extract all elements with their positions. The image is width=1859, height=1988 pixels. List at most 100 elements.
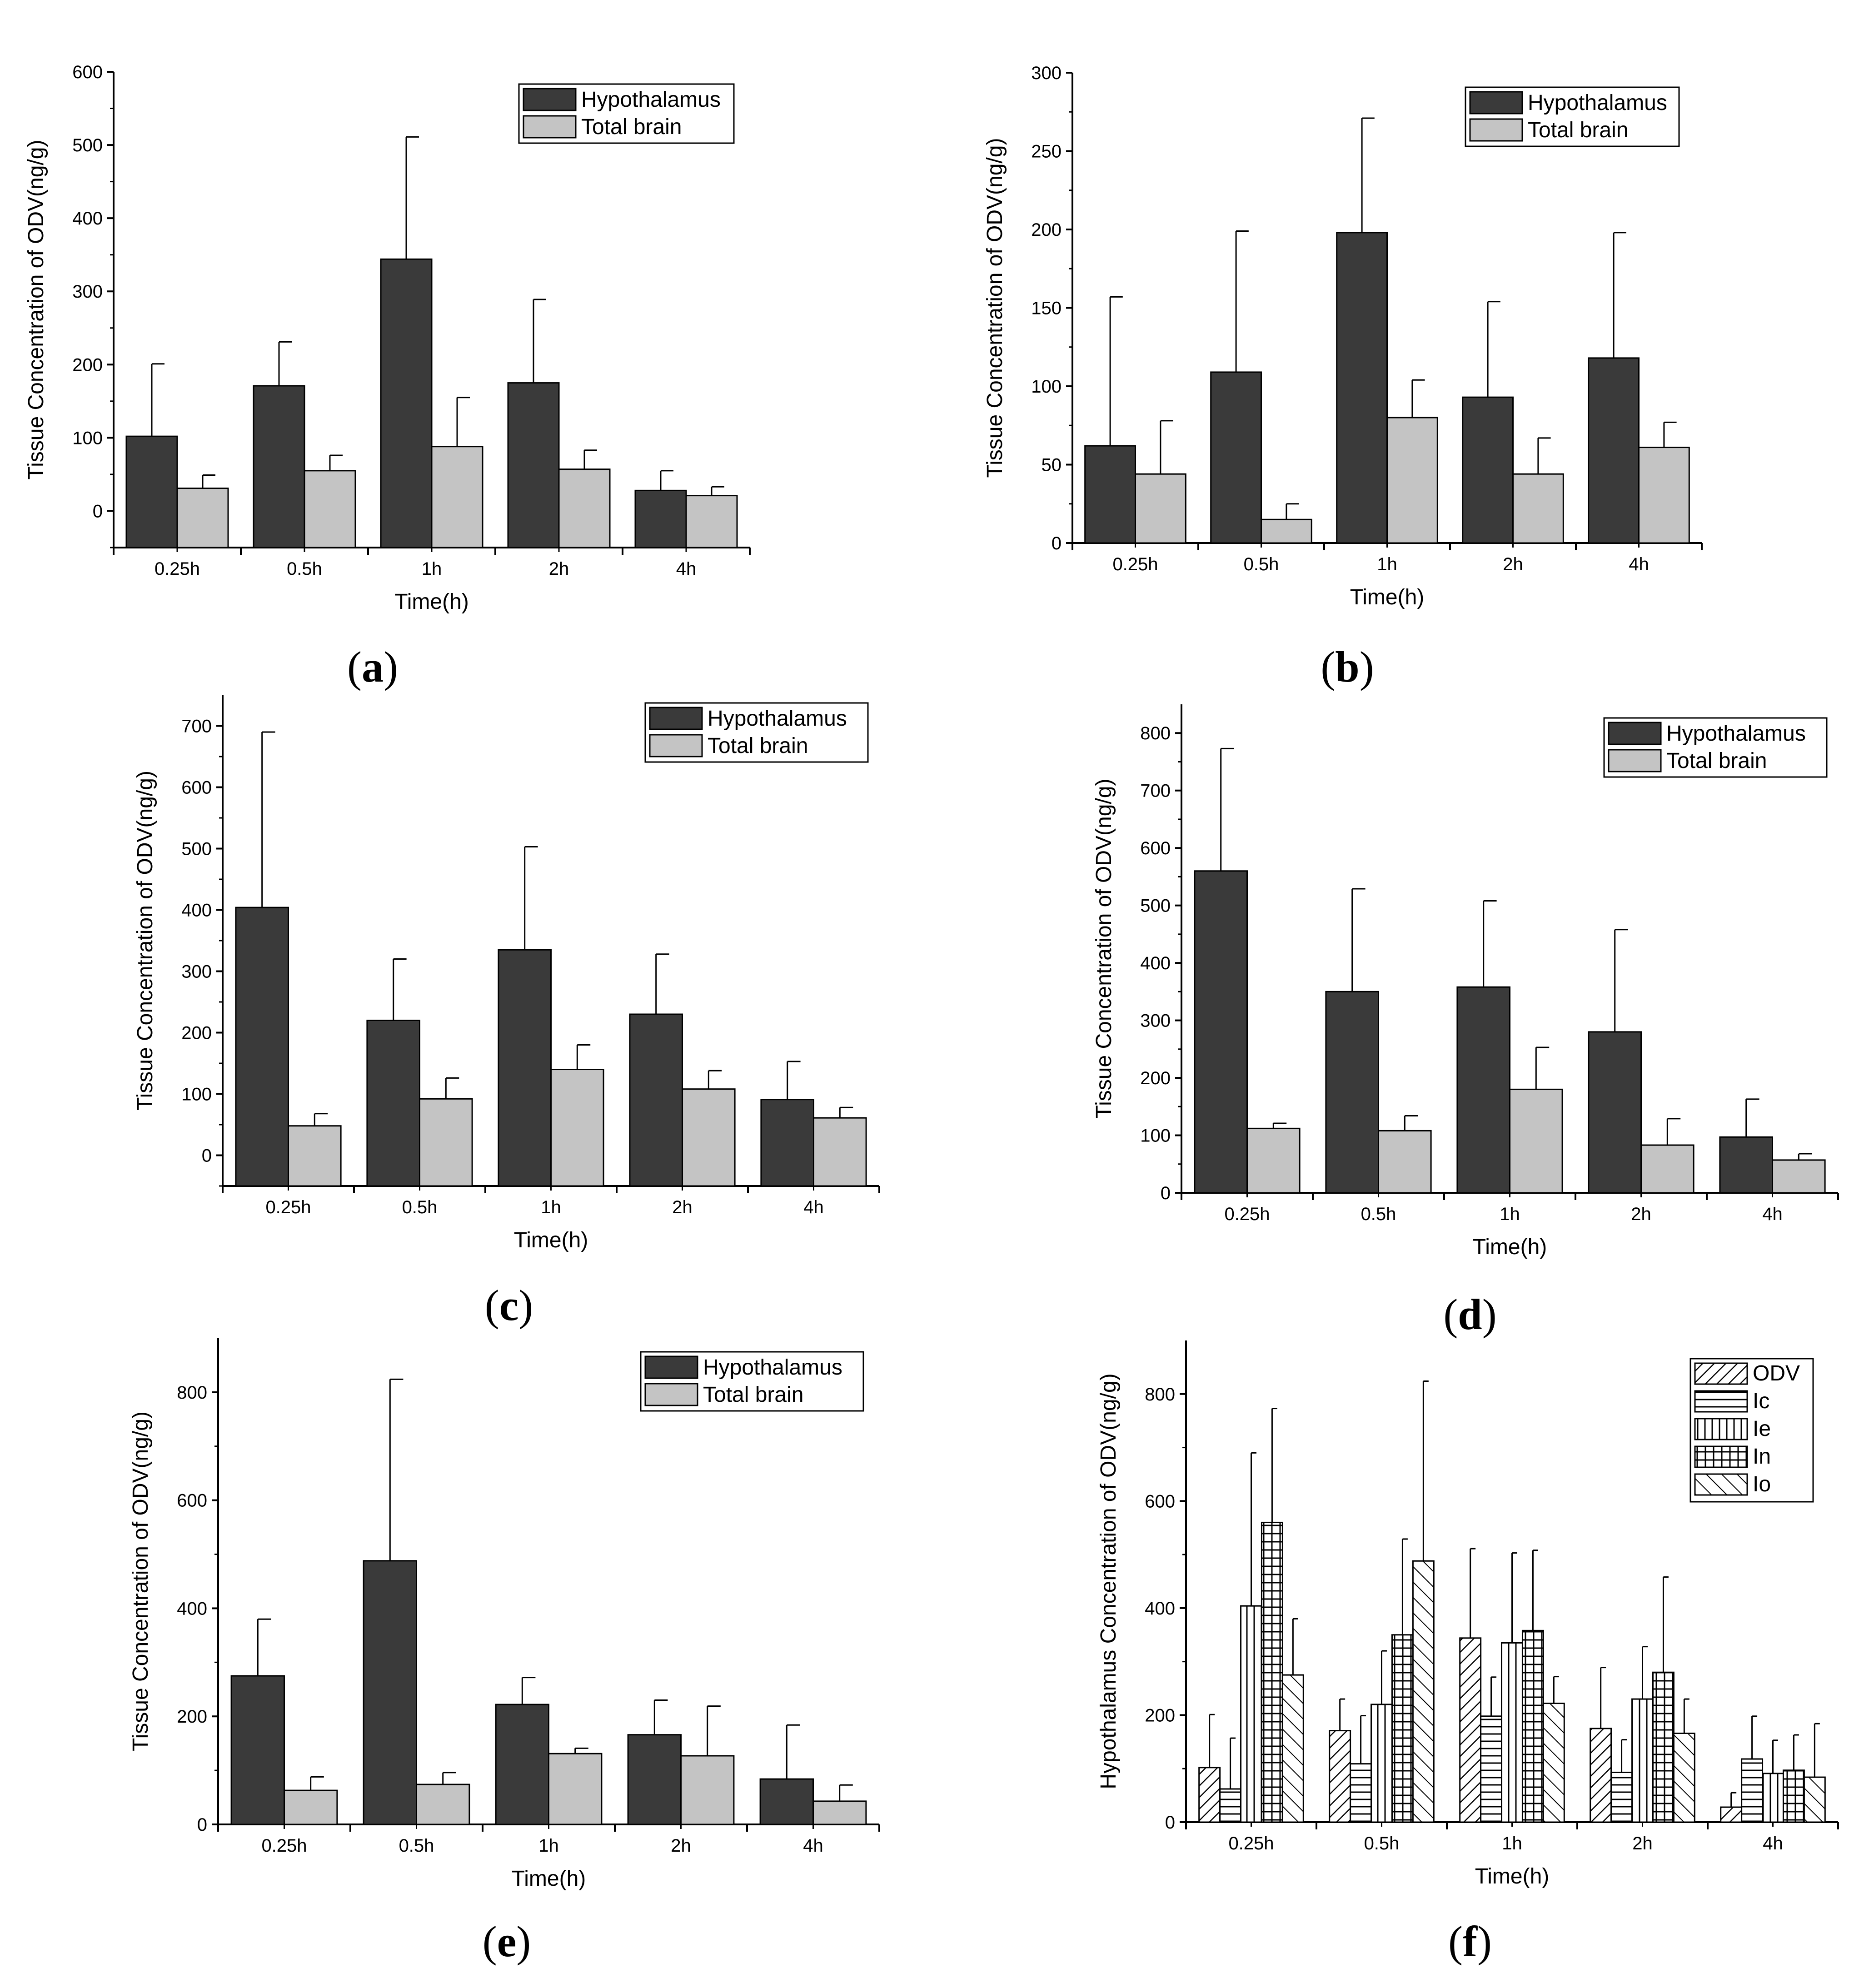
x-axis-title: Time(h): [1350, 585, 1425, 609]
bar-hypothalamus-4h: [634, 489, 687, 548]
y-axis-title: Tissue Concentration of ODV(ng/g): [983, 138, 1007, 478]
bar-ic-0.5h: [1350, 1763, 1372, 1823]
chart-panel-1: 0 100 200 300 400 500 600 0.25h 0.5h 1h 2h 4h Time(h…: [24, 62, 751, 691]
legend-label: Ie: [1753, 1417, 1771, 1441]
x-tick-label: 2h: [549, 559, 569, 579]
x-tick-label: 4h: [803, 1836, 823, 1856]
y-tick-label: 700: [1140, 781, 1171, 801]
y-tick-label: 200: [1031, 220, 1062, 240]
bar-io-1h: [1542, 1703, 1565, 1823]
y-tick-label: 600: [1145, 1491, 1175, 1511]
panel-label: (b): [1321, 643, 1374, 691]
y-tick-label: 0: [202, 1146, 212, 1166]
x-tick-label: 2h: [1632, 1834, 1653, 1853]
legend-label: Total brain: [1528, 118, 1628, 142]
chart-panel-6: 0 200 400 600 800 0.25h 0.5h 1h 2h 4h Time(h) Hypot…: [1096, 1340, 1839, 1966]
panel-label: (a): [347, 643, 398, 691]
bar-total-brain-0.5h: [1261, 518, 1312, 544]
bar-total-brain-0.25h: [284, 1789, 338, 1825]
legend-label: Total brain: [703, 1383, 803, 1407]
y-tick-label: 200: [1140, 1068, 1171, 1088]
bar-total-brain-0.5h: [419, 1098, 473, 1187]
legend: ODV Ic Ie In Io: [1690, 1358, 1814, 1503]
y-axis-title: Tissue Concentration of ODV(ng/g): [24, 140, 48, 480]
bar-ie-2h: [1631, 1698, 1654, 1823]
y-tick-label: 150: [1031, 299, 1062, 319]
y-tick-label: 800: [177, 1383, 207, 1403]
y-tick-label: 0: [197, 1815, 207, 1835]
bar-in-0.25h: [1261, 1521, 1283, 1823]
bar-total-brain-1h: [1386, 417, 1438, 544]
x-tick-label: 0.25h: [1112, 554, 1158, 574]
x-tick-label: 2h: [1631, 1204, 1651, 1224]
bar-total-brain-0.5h: [416, 1784, 470, 1825]
bar-total-brain-2h: [558, 468, 611, 548]
chart-panel-3: 0 100 200 300 400 500 600 700 0.25h 0.5h 1h 2h 4h Tim…: [133, 695, 880, 1330]
bar-hypothalamus-1h: [380, 258, 433, 548]
x-axis-title: Time(h): [514, 1228, 588, 1252]
y-axis-title: Tissue Concentration of ODV(ng/g): [129, 1411, 153, 1751]
bar-odv-0.5h: [1329, 1730, 1351, 1823]
legend: Hypothalamus Total brain: [644, 702, 869, 763]
y-tick-label: 300: [72, 282, 103, 302]
bar-total-brain-0.5h: [304, 470, 356, 548]
bar-hypothalamus-0.25h: [230, 1675, 285, 1825]
bar-ie-1h: [1501, 1642, 1523, 1823]
bar-hypothalamus-2h: [629, 1013, 683, 1187]
bar-hypothalamus-0.5h: [366, 1020, 421, 1187]
bar-hypothalamus-0.5h: [1210, 371, 1262, 544]
x-axis-title: Time(h): [1475, 1864, 1550, 1888]
y-tick-label: 700: [181, 717, 212, 737]
bar-total-brain-4h: [1638, 447, 1690, 544]
legend: Hypothalamus Total brain: [518, 83, 735, 144]
y-tick-label: 400: [181, 901, 212, 921]
bar-total-brain-0.25h: [1246, 1127, 1301, 1194]
x-tick-label: 0.5h: [1361, 1204, 1396, 1224]
x-tick-label: 4h: [803, 1197, 824, 1217]
bar-io-0.5h: [1412, 1560, 1435, 1823]
legend-label: Ic: [1753, 1389, 1769, 1413]
bar-total-brain-2h: [1512, 473, 1564, 544]
bar-odv-4h: [1720, 1806, 1743, 1823]
legend-swatch: [644, 1383, 698, 1406]
chart-panel-5: 0 200 400 600 800 0.25h 0.5h 1h 2h 4h Time(h) Tissu…: [129, 1338, 880, 1966]
x-tick-label: 1h: [1377, 554, 1397, 574]
y-tick-label: 200: [72, 355, 103, 375]
y-tick-label: 600: [177, 1491, 207, 1511]
legend-label: Hypothalamus: [1666, 722, 1806, 746]
y-tick-label: 200: [177, 1707, 207, 1727]
panel-label: (c): [485, 1281, 533, 1330]
y-tick-label: 400: [1140, 953, 1171, 973]
y-tick-label: 100: [181, 1085, 212, 1105]
legend-swatch: [1694, 1445, 1748, 1468]
panel-label: (d): [1443, 1290, 1496, 1339]
bar-odv-2h: [1590, 1728, 1612, 1823]
bar-hypothalamus-1h: [1456, 986, 1510, 1194]
x-tick-label: 2h: [671, 1836, 691, 1856]
chart-panel-4: 0 100 200 300 400 500 600 700 800 0.25h 0.5h 1h 2h 4h…: [1092, 704, 1839, 1339]
x-tick-label: 1h: [1500, 1204, 1520, 1224]
bar-hypothalamus-2h: [1462, 396, 1514, 544]
y-tick-label: 50: [1042, 455, 1062, 475]
bar-total-brain-2h: [1640, 1144, 1695, 1194]
bar-total-brain-0.25h: [176, 488, 229, 548]
chart-panel-2: 0 50 100 150 200 250 300 0.25h 0.5h 1h 2h 4h Time(h)…: [983, 63, 1703, 691]
y-tick-label: 600: [1140, 838, 1171, 858]
legend: Hypothalamus Total brain: [640, 1351, 864, 1412]
y-tick-label: 500: [72, 135, 103, 155]
legend-swatch: [1694, 1390, 1748, 1413]
legend-swatch: [1608, 722, 1662, 745]
y-tick-label: 300: [181, 962, 212, 982]
bar-total-brain-4h: [813, 1117, 867, 1187]
y-tick-label: 400: [1145, 1599, 1175, 1619]
y-tick-label: 600: [181, 778, 212, 798]
x-tick-label: 1h: [541, 1197, 561, 1217]
bar-total-brain-0.25h: [1135, 473, 1186, 544]
x-tick-label: 0.5h: [1244, 554, 1279, 574]
x-tick-label: 1h: [1502, 1834, 1522, 1853]
bar-total-brain-2h: [680, 1755, 735, 1825]
x-axis-title: Time(h): [394, 590, 469, 614]
bar-io-0.25h: [1281, 1674, 1304, 1823]
y-tick-label: 250: [1031, 142, 1062, 162]
